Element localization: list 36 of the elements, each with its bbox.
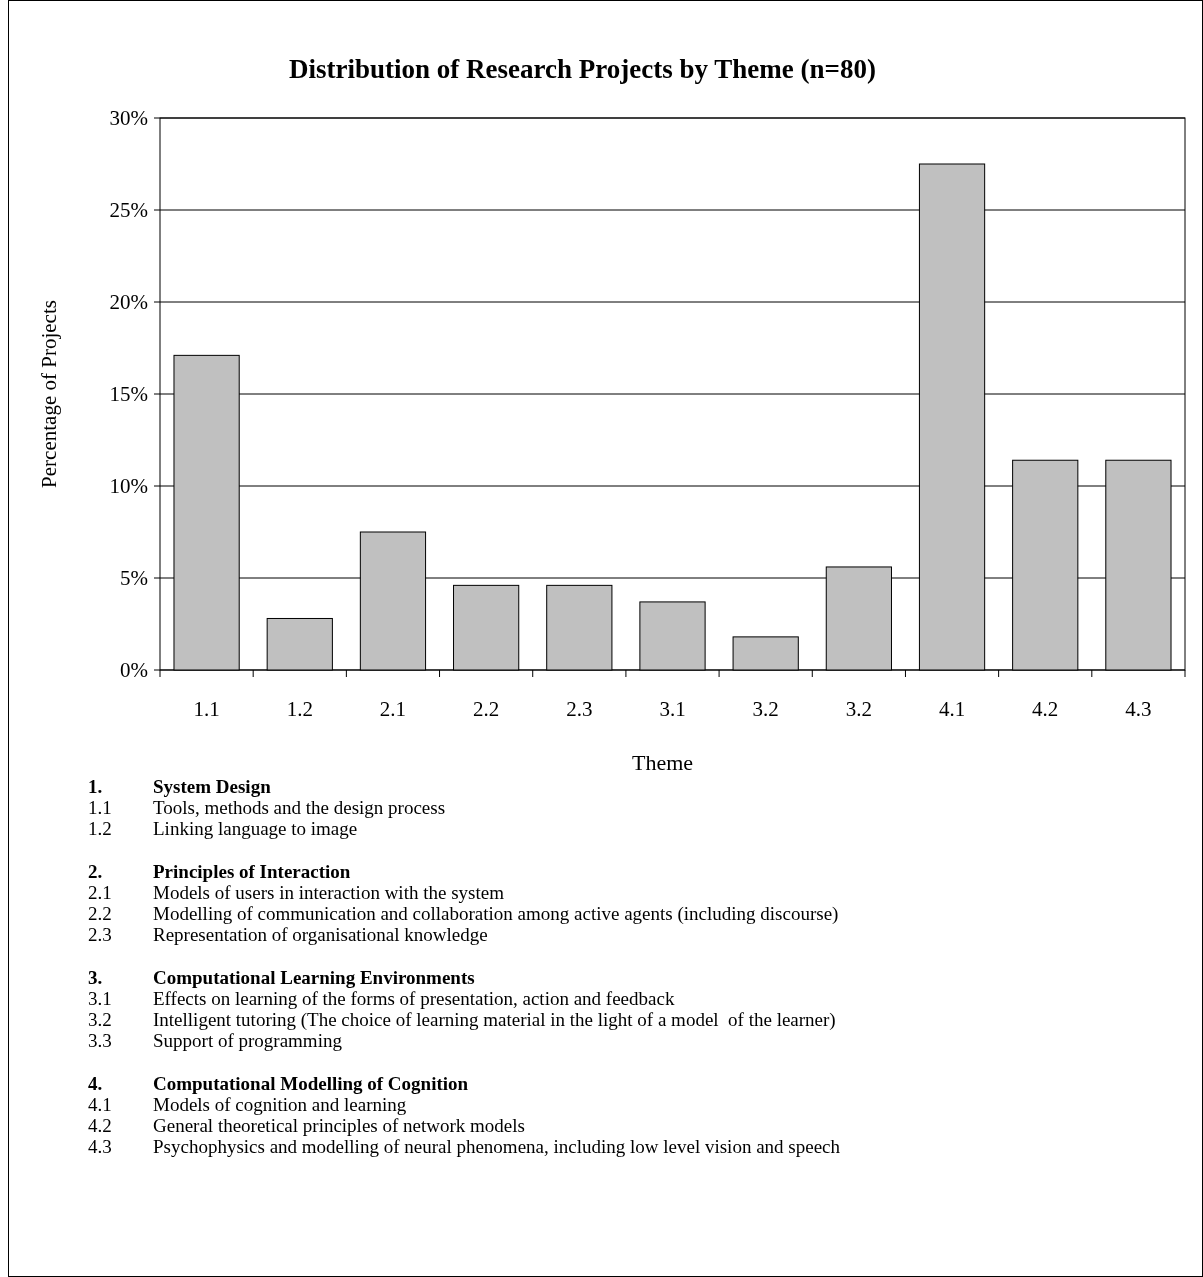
text: 4. Computational Modelling of Cognition	[88, 1073, 469, 1094]
x-tick-label: 4.2	[1032, 697, 1059, 721]
y-tick-label: 0%	[120, 658, 148, 683]
text: 3. Computational Learning Environments	[88, 967, 475, 988]
text: 2.1 Models of users in interaction with the system	[88, 882, 504, 903]
text: 3.2 Intelligent tutoring (The choice of learning material in the light of a model of the learner)	[88, 1009, 836, 1030]
text: 1.1 Tools, methods and the design process	[88, 797, 446, 818]
x-tick-label: 2.3	[566, 697, 593, 721]
text: 1. System Design	[88, 776, 271, 797]
text: 4.2 General theoretical principles of network models	[88, 1115, 525, 1136]
y-tick-label: 25%	[109, 198, 148, 223]
x-tick-label: 2.1	[379, 697, 407, 721]
x-tick-label: 2.2	[473, 697, 500, 721]
x-tick-label: 4.3	[1125, 697, 1152, 721]
x-tick-label: 1.1	[193, 697, 220, 721]
text: 2.2 Modelling of communication and collaboration among active agents (including discourse)	[88, 903, 839, 924]
text: 4.1 Models of cognition and learning	[88, 1094, 407, 1115]
chart-title: Distribution of Research Projects by Theme (n=80)	[289, 54, 876, 84]
y-tick-label: 20%	[109, 290, 148, 315]
text: 4.3 Psychophysics and modelling of neural phenomena, including low level vision and speech	[88, 1136, 841, 1157]
text: 2. Principles of Interaction	[88, 861, 351, 882]
y-tick-label: 5%	[120, 566, 148, 591]
y-tick-label: 30%	[109, 106, 148, 131]
x-axis-title: Theme	[631, 750, 694, 775]
text: 3.1 Effects on learning of the forms of presentation, action and feedback	[88, 988, 675, 1009]
x-tick-label: 3.2	[752, 697, 779, 721]
text: 2.3 Representation of organisational knowledge	[88, 924, 488, 945]
y-tick-label: 15%	[109, 382, 148, 407]
text: 3.3 Support of programming	[88, 1030, 342, 1051]
text: 1.2 Linking language to image	[88, 818, 358, 839]
y-tick-label: 10%	[109, 474, 148, 499]
x-tick-label: 3.2	[845, 697, 872, 721]
x-tick-label: 4.1	[938, 697, 966, 721]
x-tick-label: 1.2	[286, 697, 313, 721]
y-axis-title: Percentage of Projects	[37, 300, 61, 488]
x-tick-label: 3.1	[659, 697, 686, 721]
